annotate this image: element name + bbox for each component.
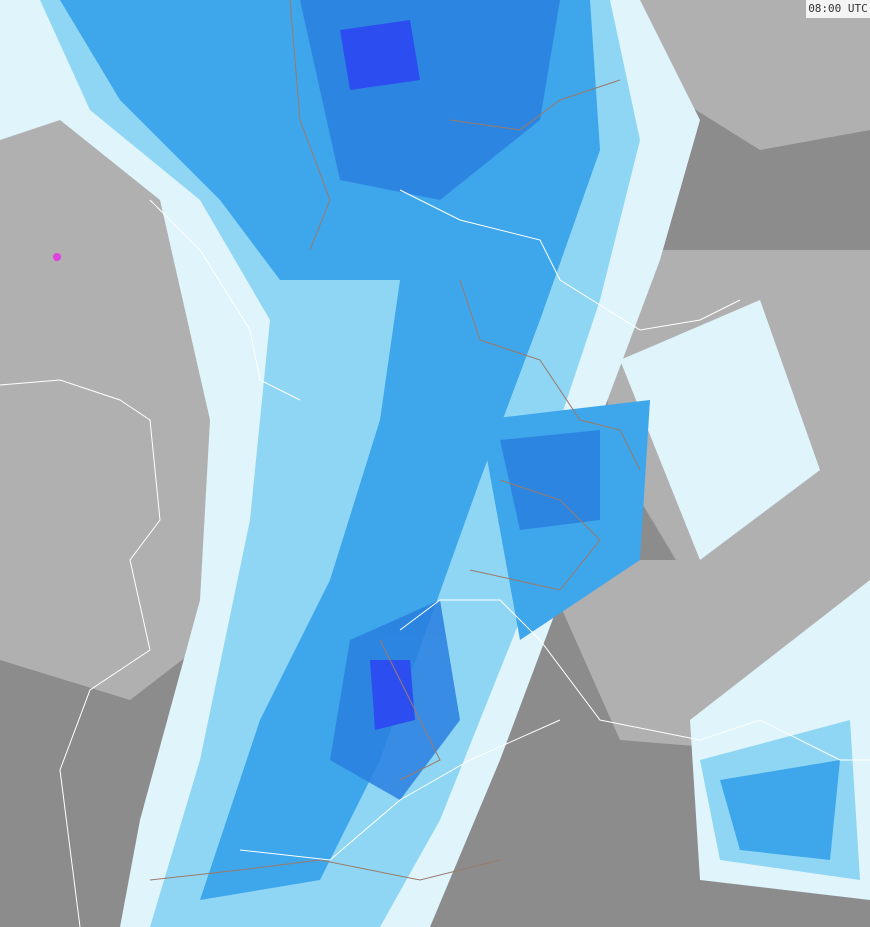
timestamp-label: 08:00 UTC [806, 0, 870, 18]
state-borders [149, 0, 641, 881]
national-borders [0, 189, 870, 927]
intense-precip-layer [53, 20, 420, 730]
